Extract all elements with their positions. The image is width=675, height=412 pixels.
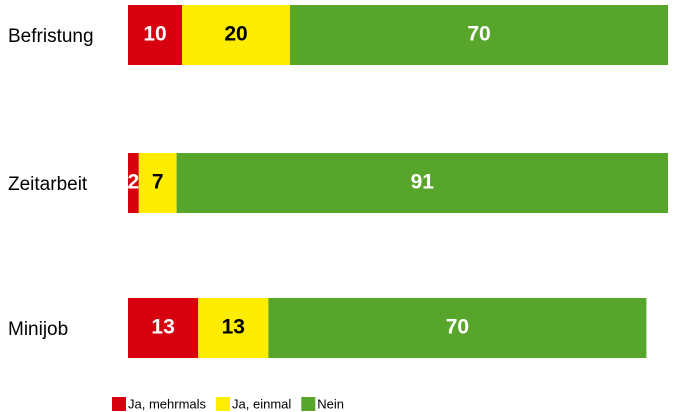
legend-label: Nein xyxy=(317,396,344,411)
value-label: 13 xyxy=(222,316,245,339)
value-label: 10 xyxy=(143,23,166,46)
bar-segment xyxy=(128,153,139,213)
bar-segment xyxy=(182,5,290,65)
value-label: 70 xyxy=(446,316,469,339)
category-label: Minijob xyxy=(8,319,68,340)
legend-swatch xyxy=(301,397,316,411)
category-label: Zeitarbeit xyxy=(8,174,88,195)
bar-segment xyxy=(268,298,647,358)
legend-swatch xyxy=(112,397,126,411)
legend-label: Ja, einmal xyxy=(232,396,291,411)
value-label: 2 xyxy=(128,171,140,194)
value-label: 7 xyxy=(152,171,164,194)
bar-segment xyxy=(128,5,182,65)
category-label: Befristung xyxy=(8,26,94,47)
value-label: 20 xyxy=(224,23,247,46)
bar-segment xyxy=(198,298,269,358)
legend-label: Ja, mehrmals xyxy=(128,396,207,411)
value-label: 91 xyxy=(411,171,435,194)
legend-swatch xyxy=(216,397,231,411)
bar-segment xyxy=(290,5,668,65)
value-label: 70 xyxy=(467,23,490,46)
value-label: 13 xyxy=(151,316,174,339)
bar-segment xyxy=(128,298,199,358)
bar-segment xyxy=(138,153,177,213)
bar-segment xyxy=(176,153,668,213)
